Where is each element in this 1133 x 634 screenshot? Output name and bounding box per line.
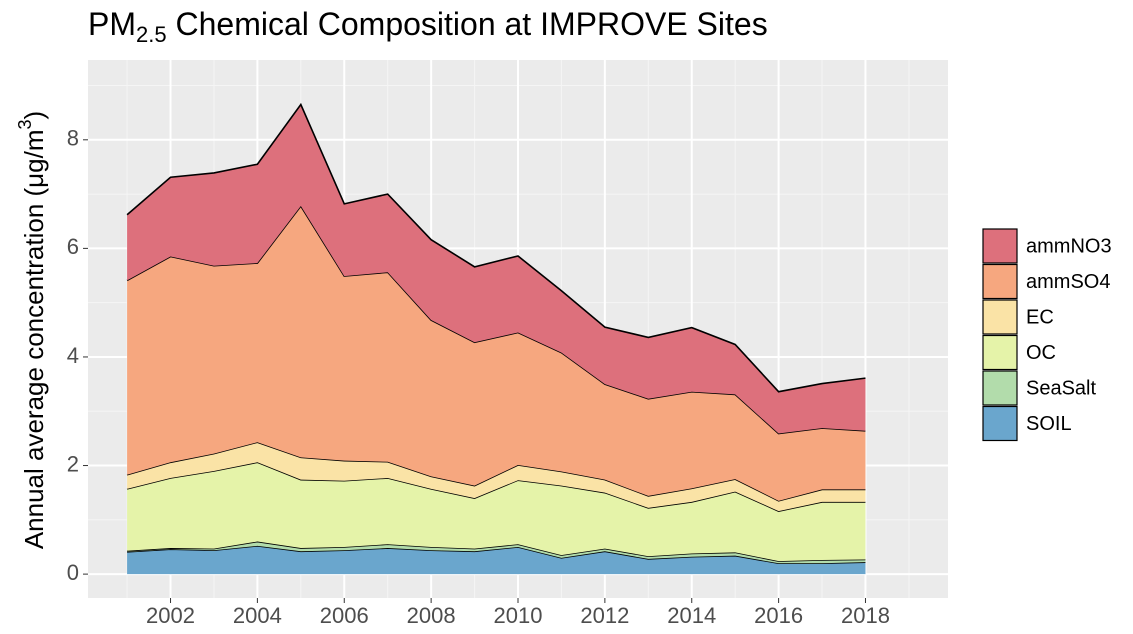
x-tick-label: 2018	[841, 603, 890, 628]
y-label-part: Annual average concentration (μg/m	[19, 130, 49, 550]
legend-key	[982, 370, 1018, 406]
area	[127, 206, 866, 501]
x-tick-label: 2016	[754, 603, 803, 628]
area	[127, 462, 866, 562]
legend-key	[982, 334, 1018, 371]
x-tick-label: 2014	[667, 603, 716, 628]
area-outline	[126, 102, 866, 393]
legend-label: ammSO4	[1026, 271, 1110, 293]
x-tick-label: 2012	[580, 603, 629, 628]
legend-label: ammNO3	[1026, 235, 1112, 257]
chart-title: PM2.5 Chemical Composition at IMPROVE Si…	[88, 6, 768, 46]
legend-key	[982, 299, 1018, 335]
x-tick-label: 2008	[407, 603, 456, 628]
x-tick-label: 2010	[494, 603, 543, 628]
x-tick-label: 2004	[233, 603, 282, 628]
legend-label: OC	[1026, 342, 1056, 364]
x-tick-label: 2002	[146, 603, 195, 628]
legend-key	[982, 228, 1018, 264]
y-axis-label: Annual average concentration (μg/m3)	[15, 111, 49, 549]
y-tick-label: 2	[67, 451, 79, 476]
title-part: PM	[88, 6, 136, 42]
area	[127, 545, 866, 575]
y-tick-label: 8	[67, 126, 79, 151]
y-tick-label: 4	[67, 343, 79, 368]
legend-label: SOIL	[1026, 413, 1072, 435]
y-label-superscript: 3	[15, 119, 35, 129]
area	[127, 442, 866, 512]
y-tick-label: 0	[67, 560, 79, 585]
y-tick-label: 6	[67, 234, 79, 259]
legend-key	[982, 405, 1018, 442]
legend-label: EC	[1026, 306, 1054, 328]
legend-label: SeaSalt	[1026, 377, 1096, 399]
title-subscript: 2.5	[136, 22, 167, 47]
title-part: Chemical Composition at IMPROVE Sites	[167, 6, 768, 42]
legend-key	[982, 263, 1018, 300]
y-label-part: )	[19, 111, 49, 120]
x-tick-label: 2006	[320, 603, 369, 628]
area	[127, 104, 866, 434]
